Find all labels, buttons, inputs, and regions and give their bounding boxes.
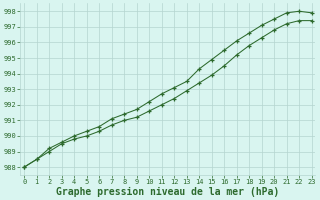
X-axis label: Graphe pression niveau de la mer (hPa): Graphe pression niveau de la mer (hPa)	[56, 186, 280, 197]
